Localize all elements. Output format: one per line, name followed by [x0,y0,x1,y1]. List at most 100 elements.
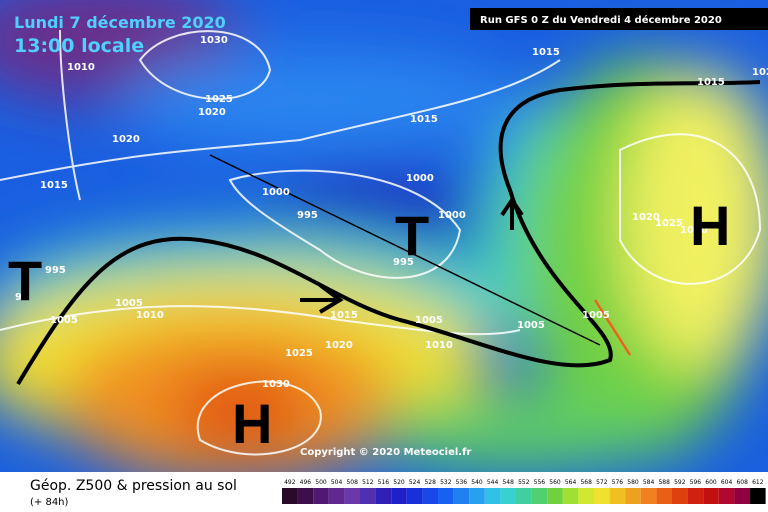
scale-label: 524 [409,479,421,486]
scale-swatch [640,488,657,504]
isobar-label: 1015 [40,180,68,191]
isobar-label: 1005 [50,315,78,326]
scale-label: 508 [346,479,358,486]
copyright: Copyright © 2020 Meteociel.fr [300,447,471,458]
isobar-label: 102 [752,67,768,78]
date: Lundi 7 décembre 2020 [14,13,226,32]
scale-label: 520 [393,479,405,486]
pressure-center: H [232,392,272,455]
pressure-center: H [690,194,730,257]
isobar-label: 1000 [406,173,434,184]
scale-swatch [422,488,438,504]
scale-swatch [453,488,470,504]
scale-label: 600 [705,479,717,486]
scale-swatch [750,488,766,504]
scale-swatch [282,488,298,504]
scale-swatch [516,488,532,504]
scale-swatch [438,488,454,504]
scale-swatch [656,488,672,504]
scale-label: 588 [658,479,670,486]
scale-swatch [594,488,610,504]
scale-label: 564 [565,479,577,486]
scale-label: 528 [424,479,436,486]
scale-swatch [562,488,579,504]
scale-swatch [609,488,626,504]
isobar-label: 99 [15,292,29,303]
isobar-label: 1015 [697,77,725,88]
scale-label: 612 [752,479,764,486]
isobar-label: 1005 [582,310,610,321]
pressure-center: T [395,204,429,267]
time: 13:00 locale [14,35,144,57]
scale-label: 536 [456,479,468,486]
run-banner [470,8,768,30]
scale-swatch [672,488,688,504]
isobar-label: 1000 [262,187,290,198]
scale-swatch [531,488,548,504]
isobar-label: 995 [45,265,66,276]
scale-label: 580 [627,479,639,486]
scale-swatch [718,488,735,504]
scale-label: 576 [612,479,624,486]
isobar-label: 1015 [410,114,438,125]
scale-swatch [360,488,376,504]
scale-label: 516 [378,479,390,486]
isobar-label: 1010 [136,310,164,321]
isobar-label: 1010 [67,62,95,73]
scale-swatch [734,488,750,504]
isobar-label: 1010 [425,340,453,351]
isobar-label: 1020 [198,107,226,118]
footer-lead: (+ 84h) [30,497,69,508]
scale-label: 512 [362,479,374,486]
isobar-label: 1030 [680,225,708,236]
scale-swatch [313,488,329,504]
isobar-label: 1030 [262,379,290,390]
scale-label: 556 [534,479,546,486]
run-info: Run GFS 0 Z du Vendredi 4 décembre 2020 [480,14,722,26]
isobar-label: 1030 [200,35,228,46]
scale-swatch [484,488,501,504]
scale-label: 608 [736,479,748,486]
scale-label: 496 [300,479,312,486]
isobar-label: 1015 [532,47,560,58]
scale-swatch [344,488,360,504]
scale-label: 592 [674,479,686,486]
scale-swatch [297,488,314,504]
scale-label: 540 [471,479,483,486]
isobar-label: 1005 [115,298,143,309]
isobar-label: 1025 [285,348,313,359]
scale-label: 548 [502,479,514,486]
isobar-label: 1020 [632,212,660,223]
scale-label: 500 [315,479,327,486]
isobar-label: 995 [393,257,414,268]
scale-swatch [578,488,594,504]
scale-label: 572 [596,479,608,486]
scale-label: 552 [518,479,530,486]
scale-swatch [391,488,407,504]
isobar-label: 995 [297,210,318,221]
scale-swatch [375,488,392,504]
scale-label: 532 [440,479,452,486]
scale-swatch [625,488,641,504]
isobar-label: 1000 [438,210,466,221]
scale-label: 560 [549,479,561,486]
pressure-center: T [8,249,42,312]
scale-swatch [703,488,719,504]
isobar-label: 1005 [517,320,545,331]
scale-label: 492 [284,479,296,486]
isobar-label: 1015 [330,310,358,321]
isobar-label: 1025 [205,94,233,105]
scale-label: 584 [643,479,655,486]
isobar-label: 1020 [112,134,140,145]
scale-swatch [547,488,563,504]
scale-swatch [328,488,345,504]
scale-swatch [406,488,423,504]
geopotential-field [0,0,768,480]
scale-label: 544 [487,479,499,486]
scale-swatch [500,488,516,504]
isobar-label: 1025 [655,218,683,229]
scale-label: 596 [690,479,702,486]
scale-label: 604 [721,479,733,486]
scale-label: 504 [331,479,343,486]
